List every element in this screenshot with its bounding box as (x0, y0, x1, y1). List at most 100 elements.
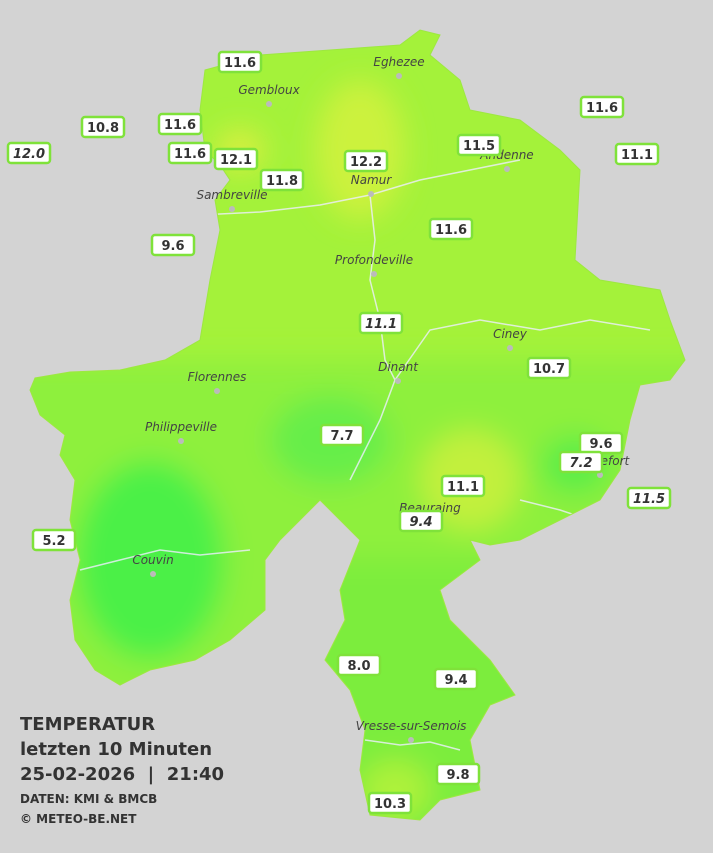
city-dot (507, 345, 513, 351)
station-value: 9.8 (446, 768, 469, 783)
station-value: 11.1 (365, 317, 397, 332)
station-box (435, 762, 481, 786)
station-box (614, 142, 660, 166)
station-box (213, 147, 259, 171)
station-box (398, 509, 444, 533)
station-value: 7.7 (330, 429, 353, 444)
legend: TEMPERATUR letzten 10 Minuten 25-02-2026… (20, 714, 224, 826)
station-value: 9.4 (409, 515, 432, 530)
station-value: 11.5 (463, 139, 495, 154)
legend-source: DATEN: KMI & BMCB (20, 792, 157, 806)
station: 11.8 (259, 168, 305, 192)
city-dot (368, 191, 374, 197)
city-dot (266, 101, 272, 107)
station-value: 11.5 (633, 492, 665, 507)
city-dot (396, 73, 402, 79)
station-box (150, 233, 196, 257)
station-box (428, 217, 474, 241)
station: 11.1 (614, 142, 660, 166)
station: 11.6 (579, 95, 625, 119)
station: 12.1 (213, 147, 259, 171)
city-dot (504, 166, 510, 172)
stations: 11.6 10.8 11.6 12.0 11.6 12.1 11.8 12.2 11.5 11.6… (6, 50, 672, 815)
legend-datetime: 25-02-2026 | 21:40 (20, 764, 224, 785)
station-value: 11.6 (224, 56, 256, 71)
city-name: Profondeville (335, 253, 413, 267)
station-value: 11.6 (164, 118, 196, 133)
legend-title: TEMPERATUR (20, 714, 155, 735)
station-value: 10.7 (533, 362, 565, 377)
city-name: Ciney (493, 327, 528, 341)
city-name: Namur (351, 173, 393, 187)
station-box (167, 141, 213, 165)
city-name: Vresse-sur-Semois (356, 719, 467, 733)
station-value: 12.1 (220, 153, 252, 168)
city-dot (150, 571, 156, 577)
city-name: Sambreville (196, 188, 267, 202)
station-box (626, 486, 672, 510)
station-value: 12.0 (13, 147, 45, 162)
station-value: 7.2 (569, 456, 592, 471)
station-box (31, 528, 77, 552)
station-value: 5.2 (42, 534, 65, 549)
station: 7.7 (319, 423, 365, 447)
station-value: 11.6 (174, 147, 206, 162)
city-name: Couvin (132, 553, 173, 567)
station-value: 9.4 (444, 673, 467, 688)
city-dot (371, 271, 377, 277)
station: 9.8 (435, 762, 481, 786)
city-name: Gembloux (238, 83, 300, 97)
station-value: 10.3 (374, 797, 406, 812)
station-box (6, 141, 52, 165)
city-dot (395, 378, 401, 384)
station-value: 11.1 (621, 148, 653, 163)
station: 9.4 (398, 509, 444, 533)
station-value: 12.2 (350, 155, 382, 170)
station: 10.8 (80, 115, 126, 139)
station-box (358, 311, 404, 335)
station: 11.1 (358, 311, 404, 335)
station-value: 9.6 (161, 239, 184, 254)
station: 11.1 (440, 474, 486, 498)
station-box (217, 50, 263, 74)
legend-period: letzten 10 Minuten (20, 739, 212, 760)
station-value: 11.8 (266, 174, 298, 189)
station: 10.3 (367, 791, 413, 815)
station-value: 8.0 (347, 659, 370, 674)
station: 10.7 (526, 356, 572, 380)
station-box (336, 653, 382, 677)
city-name: Dinant (378, 360, 419, 374)
city-dot (214, 388, 220, 394)
station: 11.5 (456, 133, 502, 157)
station-box (367, 791, 413, 815)
legend-copyright: © METEO-BE.NET (20, 812, 137, 826)
city-name: Florennes (188, 370, 247, 384)
city-dot (229, 206, 235, 212)
station: 9.4 (433, 667, 479, 691)
station-box (80, 115, 126, 139)
station-box (558, 450, 604, 474)
station: 11.5 (626, 486, 672, 510)
station-box (343, 149, 389, 173)
station-box (157, 112, 203, 136)
city-name: Philippeville (145, 420, 217, 434)
station-value: 10.8 (87, 121, 119, 136)
station: 9.6 (578, 431, 624, 455)
city-dot (178, 438, 184, 444)
station-box (440, 474, 486, 498)
station: 12.0 (6, 141, 52, 165)
station-value: 11.1 (447, 480, 479, 495)
cities: EghezeeGemblouxAndenneNamurSambrevillePr… (132, 55, 631, 743)
station: 5.2 (31, 528, 77, 552)
station: 11.6 (217, 50, 263, 74)
station: 8.0 (336, 653, 382, 677)
station-box (526, 356, 572, 380)
station: 11.6 (157, 112, 203, 136)
station-box (319, 423, 365, 447)
city-dot (597, 472, 603, 478)
station: 9.6 (150, 233, 196, 257)
station: 12.2 (343, 149, 389, 173)
station-value: 11.6 (586, 101, 618, 116)
station: 7.2 (558, 450, 604, 474)
